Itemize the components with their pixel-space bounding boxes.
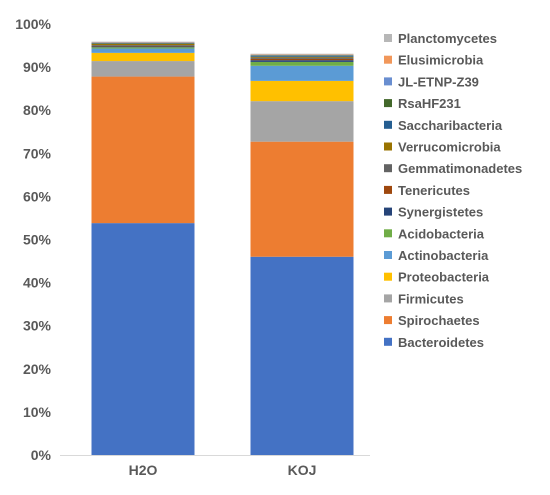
bar-segment-koj-bacteroidetes: [251, 257, 354, 455]
legend-label: JL-ETNP-Z39: [398, 74, 479, 89]
legend-label: Firmicutes: [398, 291, 464, 306]
y-tick-label: 20%: [23, 361, 52, 377]
legend-swatch: [384, 77, 392, 85]
bar-segment-koj-saccharibacteria: [251, 56, 354, 57]
legend-swatch: [384, 56, 392, 64]
legend-label: Saccharibacteria: [398, 118, 503, 133]
bar-segment-koj-proteobacteria: [251, 81, 354, 101]
bar-segment-koj-tenericutes: [251, 59, 354, 60]
legend-label: Actinobacteria: [398, 248, 489, 263]
legend-swatch: [384, 99, 392, 107]
y-tick-label: 100%: [15, 16, 51, 32]
legend-label: Planctomycetes: [398, 31, 497, 46]
bar-segment-koj-gemmatimonadetes: [251, 58, 354, 59]
legend-swatch: [384, 121, 392, 129]
bar-segment-h2o-acidobacteria: [92, 47, 195, 48]
bar-segment-koj-actinobacteria: [251, 66, 354, 81]
legend-label: Elusimicrobia: [398, 53, 484, 68]
legend-label: RsaHF231: [398, 96, 461, 111]
legend-swatch: [384, 34, 392, 42]
legend-swatch: [384, 273, 392, 281]
y-tick-label: 10%: [23, 404, 52, 420]
bar-segment-koj-firmicutes: [251, 101, 354, 142]
x-tick-label: KOJ: [288, 462, 317, 478]
legend-swatch: [384, 164, 392, 172]
legend-label: Verrucomicrobia: [398, 140, 501, 155]
y-tick-label: 50%: [23, 232, 52, 248]
bar-segment-h2o-proteobacteria: [92, 53, 195, 61]
legend-label: Proteobacteria: [398, 270, 490, 285]
x-axis: H2O KOJ: [129, 462, 317, 478]
bar-segment-koj-acidobacteria: [251, 62, 354, 66]
bar-segment-h2o-spirochaetes: [92, 77, 195, 224]
bar-segment-koj-spirochaetes: [251, 142, 354, 257]
legend-label: Spirochaetes: [398, 313, 480, 328]
bar-segment-h2o-synergistetes: [92, 46, 195, 47]
legend: Planctomycetes Elusimicrobia JL-ETNP-Z39 Rs…: [384, 31, 522, 350]
bar-segment-h2o-bacteroidetes: [92, 223, 195, 455]
y-tick-label: 80%: [23, 102, 52, 118]
legend-swatch: [384, 338, 392, 346]
legend-swatch: [384, 208, 392, 216]
x-tick-label: H2O: [129, 462, 158, 478]
legend-label: Acidobacteria: [398, 226, 485, 241]
legend-swatch: [384, 251, 392, 259]
legend-label: Gemmatimonadetes: [398, 161, 522, 176]
y-tick-label: 0%: [31, 447, 52, 463]
y-tick-label: 70%: [23, 145, 52, 161]
y-tick-label: 40%: [23, 275, 52, 291]
bar-segment-koj-planctomycetes: [251, 54, 354, 55]
bars: [92, 42, 354, 455]
legend-swatch: [384, 186, 392, 194]
legend-swatch: [384, 143, 392, 151]
y-tick-label: 60%: [23, 188, 52, 204]
legend-label: Bacteroidetes: [398, 335, 484, 350]
legend-label: Synergistetes: [398, 205, 483, 220]
bar-segment-koj-synergistetes: [251, 60, 354, 62]
y-tick-label: 90%: [23, 59, 52, 75]
y-tick-label: 30%: [23, 318, 52, 334]
bar-segment-koj-verrucomicrobia: [251, 57, 354, 58]
bar-segment-h2o-actinobacteria: [92, 49, 195, 53]
bar-segment-h2o-gemmatimonadetes: [92, 45, 195, 46]
bar-segment-h2o-firmicutes: [92, 61, 195, 77]
legend-swatch: [384, 316, 392, 324]
legend-label: Tenericutes: [398, 183, 470, 198]
legend-swatch: [384, 229, 392, 237]
legend-swatch: [384, 294, 392, 302]
bar-segment-h2o-verrucomicrobia: [92, 44, 195, 45]
